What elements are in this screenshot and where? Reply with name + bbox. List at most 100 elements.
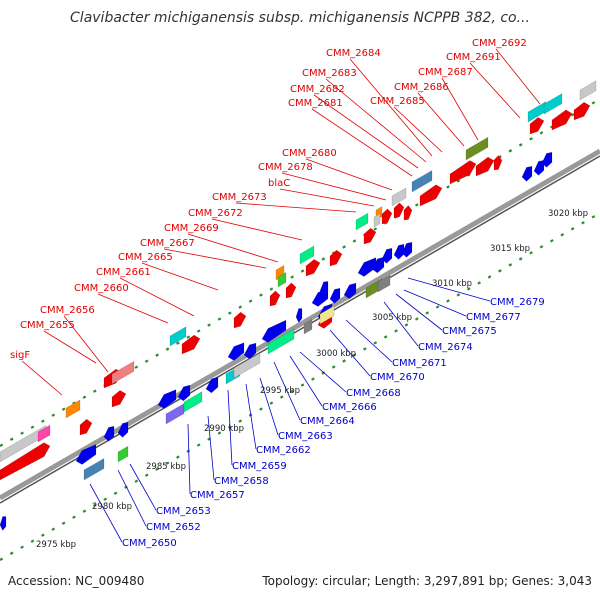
forward-gene-28[interactable] [449, 160, 477, 185]
forward-gene-24[interactable] [393, 202, 405, 219]
reverse-label-cmm-2677[interactable]: CMM_2677 [466, 312, 521, 323]
reverse-label-cmm-2675[interactable]: CMM_2675 [442, 326, 497, 337]
reverse-gene-7[interactable] [165, 403, 185, 425]
forward-gene-10[interactable] [233, 311, 247, 329]
reverse-gene-35[interactable] [541, 151, 553, 168]
reverse-label-cmm-2671[interactable]: CMM_2671 [392, 358, 447, 369]
reverse-gene-28[interactable] [381, 247, 393, 264]
reverse-gene-13[interactable] [227, 342, 245, 361]
reverse-gene-17[interactable] [295, 308, 303, 323]
reverse-gene-15[interactable] [261, 319, 287, 343]
reverse-gene-25[interactable] [371, 256, 385, 274]
forward-label-cmm-2687[interactable]: CMM_2687 [418, 67, 473, 78]
reverse-gene-23[interactable] [319, 281, 329, 297]
reverse-label-cmm-2653[interactable]: CMM_2653 [156, 506, 211, 517]
forward-gene-16[interactable] [305, 259, 321, 277]
forward-gene-30[interactable] [465, 136, 489, 161]
forward-gene-19[interactable] [363, 227, 377, 245]
forward-label-cmm-2655[interactable]: CMM_2655 [20, 320, 75, 331]
reverse-label-cmm-2650[interactable]: CMM_2650 [122, 538, 177, 549]
reverse-gene-5[interactable] [117, 445, 129, 463]
forward-gene-25[interactable] [403, 205, 413, 221]
forward-gene-27[interactable] [419, 184, 443, 207]
forward-gene-36[interactable] [573, 101, 591, 121]
forward-label-cmm-2686[interactable]: CMM_2686 [394, 82, 449, 93]
forward-label-cmm-2681[interactable]: CMM_2681 [288, 98, 343, 109]
reverse-gene-12[interactable] [233, 352, 261, 379]
forward-gene-6[interactable] [111, 360, 135, 385]
forward-gene-8[interactable] [169, 326, 187, 347]
reverse-gene-32[interactable] [319, 305, 335, 325]
forward-gene-14[interactable] [277, 271, 287, 288]
forward-label-cmm-2667[interactable]: CMM_2667 [140, 238, 195, 249]
forward-label-cmm-2673[interactable]: CMM_2673 [212, 192, 267, 203]
forward-gene-34[interactable] [529, 117, 545, 135]
forward-gene-37[interactable] [579, 80, 597, 101]
reverse-gene-0[interactable] [0, 516, 7, 531]
reverse-gene-27[interactable] [377, 274, 391, 293]
forward-label-cmm-2685[interactable]: CMM_2685 [370, 96, 425, 107]
forward-label-cmm-2680[interactable]: CMM_2680 [282, 148, 337, 159]
reverse-gene-14[interactable] [243, 342, 257, 360]
forward-gene-2[interactable] [37, 424, 51, 443]
forward-gene-9[interactable] [181, 334, 201, 355]
forward-label-cmm-2661[interactable]: CMM_2661 [96, 267, 151, 278]
forward-gene-31[interactable] [493, 155, 503, 171]
forward-gene-26[interactable] [411, 170, 433, 193]
forward-label-cmm-2684[interactable]: CMM_2684 [326, 48, 381, 59]
reverse-label-cmm-2670[interactable]: CMM_2670 [370, 372, 425, 383]
reverse-label-cmm-2664[interactable]: CMM_2664 [300, 416, 355, 427]
reverse-gene-8[interactable] [183, 391, 203, 413]
forward-gene-11[interactable] [269, 290, 281, 307]
reverse-gene-2[interactable] [83, 458, 105, 481]
reverse-label-cmm-2658[interactable]: CMM_2658 [214, 476, 269, 487]
reverse-gene-34[interactable] [533, 159, 545, 176]
forward-label-cmm-2665[interactable]: CMM_2665 [118, 252, 173, 263]
forward-label-cmm-2691[interactable]: CMM_2691 [446, 52, 501, 63]
forward-gene-22[interactable] [391, 187, 407, 207]
reverse-label-cmm-2657[interactable]: CMM_2657 [190, 490, 245, 501]
reverse-label-cmm-2666[interactable]: CMM_2666 [322, 402, 377, 413]
reverse-label-cmm-2674[interactable]: CMM_2674 [418, 342, 473, 353]
forward-label-sigf[interactable]: sigF [10, 350, 30, 361]
reverse-gene-21[interactable] [329, 287, 341, 304]
reverse-gene-3[interactable] [103, 425, 115, 442]
forward-gene-33[interactable] [543, 93, 563, 115]
forward-gene-17[interactable] [329, 249, 343, 267]
forward-gene-29[interactable] [475, 156, 495, 177]
forward-gene-3[interactable] [65, 399, 81, 419]
forward-label-cmm-2669[interactable]: CMM_2669 [164, 223, 219, 234]
reverse-gene-30[interactable] [401, 241, 413, 258]
forward-label-cmm-2682[interactable]: CMM_2682 [290, 84, 345, 95]
reverse-label-cmm-2652[interactable]: CMM_2652 [146, 522, 201, 533]
reverse-gene-33[interactable] [521, 165, 533, 182]
forward-gene-18[interactable] [355, 212, 369, 231]
forward-gene-7[interactable] [111, 390, 127, 408]
forward-gene-1[interactable] [0, 442, 51, 481]
reverse-gene-1[interactable] [75, 444, 97, 465]
reverse-gene-10[interactable] [205, 376, 219, 394]
forward-gene-21[interactable] [373, 213, 381, 228]
reverse-label-cmm-2663[interactable]: CMM_2663 [278, 431, 333, 442]
forward-gene-4[interactable] [79, 418, 93, 436]
forward-label-cmm-2660[interactable]: CMM_2660 [74, 283, 129, 294]
forward-label-cmm-2656[interactable]: CMM_2656 [40, 305, 95, 316]
forward-label-blac[interactable]: blaC [268, 178, 290, 189]
reverse-gene-6[interactable] [157, 389, 177, 409]
forward-label-cmm-2692[interactable]: CMM_2692 [472, 38, 527, 49]
reverse-label-cmm-2668[interactable]: CMM_2668 [346, 388, 401, 399]
forward-gene-12[interactable] [285, 282, 297, 299]
forward-label-cmm-2672[interactable]: CMM_2672 [188, 208, 243, 219]
reverse-label-cmm-2679[interactable]: CMM_2679 [490, 297, 545, 308]
reverse-label-cmm-2662[interactable]: CMM_2662 [256, 445, 311, 456]
reverse-gene-9[interactable] [177, 384, 191, 402]
forward-gene-35[interactable] [551, 109, 573, 131]
forward-gene-23[interactable] [381, 208, 393, 225]
forward-gene-15[interactable] [299, 245, 315, 265]
reverse-gene-31[interactable] [343, 282, 357, 300]
reverse-gene-18[interactable] [303, 318, 313, 335]
reverse-gene-4[interactable] [117, 421, 129, 438]
reverse-label-cmm-2659[interactable]: CMM_2659 [232, 461, 287, 472]
forward-label-cmm-2678[interactable]: CMM_2678 [258, 162, 313, 173]
